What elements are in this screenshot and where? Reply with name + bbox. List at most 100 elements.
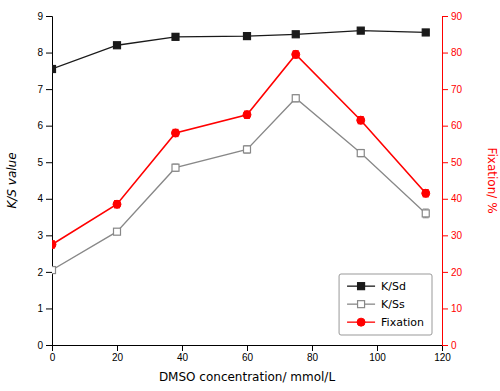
- marker: [292, 50, 300, 58]
- error-bar: [244, 146, 250, 153]
- marker: [113, 200, 121, 208]
- marker: [357, 116, 365, 124]
- tick-label: 9: [37, 11, 43, 22]
- tick: 0: [442, 340, 457, 351]
- y2-axis-title: Fixation/ %: [485, 147, 499, 213]
- legend-box: [339, 274, 432, 335]
- error-bar: [114, 201, 120, 208]
- legend-marker: [358, 283, 365, 290]
- tick-label: 5: [37, 157, 43, 168]
- point: [292, 50, 300, 58]
- tick: 10: [442, 303, 463, 314]
- tick: 100: [369, 345, 386, 363]
- tick-label: 80: [307, 352, 319, 363]
- marker: [357, 150, 364, 157]
- tick-label: 50: [451, 157, 463, 168]
- tick-mark: [442, 235, 448, 236]
- point: [422, 29, 429, 36]
- tick-mark: [46, 345, 52, 346]
- tick-mark: [442, 345, 448, 346]
- tick-label: 40: [177, 352, 189, 363]
- tick-mark: [442, 308, 448, 309]
- legend-label: Fixation: [381, 316, 424, 329]
- x-axis-title: DMSO concentration/ mmol/L: [159, 370, 336, 384]
- tick: 40: [442, 193, 463, 204]
- point: [292, 31, 299, 38]
- tick-mark: [247, 345, 248, 351]
- error-bar: [358, 117, 364, 124]
- legend-item: K/Ss: [347, 298, 405, 311]
- error-bar: [173, 129, 179, 136]
- tick-mark: [46, 126, 52, 127]
- marker: [172, 129, 180, 137]
- marker: [52, 240, 56, 248]
- point: [244, 146, 251, 153]
- y2-axis-line: [443, 17, 449, 346]
- tick: 50: [442, 157, 463, 168]
- point: [172, 164, 179, 171]
- tick-label: 20: [451, 267, 463, 278]
- tick-mark: [442, 16, 448, 17]
- marker: [243, 111, 251, 119]
- error-bar: [423, 209, 429, 218]
- series: [52, 27, 429, 72]
- legend: K/Sd K/Ss Fixation: [339, 274, 432, 335]
- tick-label: 30: [451, 230, 463, 241]
- tick-label: 60: [242, 352, 254, 363]
- tick: 20: [442, 267, 463, 278]
- point: [52, 267, 56, 274]
- legend-item: K/Sd: [347, 280, 406, 293]
- line: [52, 98, 426, 270]
- error-bar: [244, 111, 250, 118]
- tick-label: 60: [451, 120, 463, 131]
- marker: [172, 164, 179, 171]
- point: [357, 116, 365, 124]
- tick-mark: [117, 345, 118, 351]
- tick-label: 7: [37, 84, 43, 95]
- point: [422, 210, 429, 217]
- error-bar: [114, 229, 120, 235]
- tick-mark: [442, 126, 448, 127]
- legend-marker: [357, 318, 365, 326]
- tick: 60: [242, 345, 254, 363]
- point: [52, 66, 56, 73]
- error-bar: [173, 164, 179, 171]
- tick-label: 3: [37, 230, 43, 241]
- error-bar: [52, 66, 55, 72]
- error-bar: [358, 149, 364, 156]
- tick: 0: [37, 340, 52, 351]
- tick-mark: [442, 272, 448, 273]
- line: [52, 54, 426, 244]
- tick: 2: [37, 267, 52, 278]
- tick-label: 8: [37, 47, 43, 58]
- error-bar: [293, 51, 299, 58]
- tick: 30: [442, 230, 463, 241]
- tick-label: 6: [37, 120, 43, 131]
- legend-marker: [357, 318, 365, 326]
- point: [292, 95, 299, 102]
- point: [244, 33, 251, 40]
- legend-marker: [358, 283, 365, 290]
- marker: [244, 33, 251, 40]
- point: [357, 150, 364, 157]
- tick-label: 0: [451, 340, 457, 351]
- y-axis: 0123456789: [37, 11, 52, 351]
- tick-label: 40: [451, 193, 463, 204]
- error-bar: [52, 267, 55, 273]
- legend-marker: [358, 301, 365, 308]
- legend-marker: [358, 301, 365, 308]
- point: [357, 27, 364, 34]
- marker: [357, 27, 364, 34]
- error-bar: [293, 95, 299, 102]
- tick: 1: [37, 303, 52, 314]
- tick-label: 10: [451, 303, 463, 314]
- point: [243, 111, 251, 119]
- marker: [52, 267, 56, 274]
- legend-item: Fixation: [347, 316, 424, 329]
- tick-label: 100: [369, 352, 386, 363]
- point: [172, 33, 179, 40]
- tick-mark: [442, 53, 448, 54]
- marker: [172, 33, 179, 40]
- point: [52, 240, 56, 248]
- tick-label: 70: [451, 84, 463, 95]
